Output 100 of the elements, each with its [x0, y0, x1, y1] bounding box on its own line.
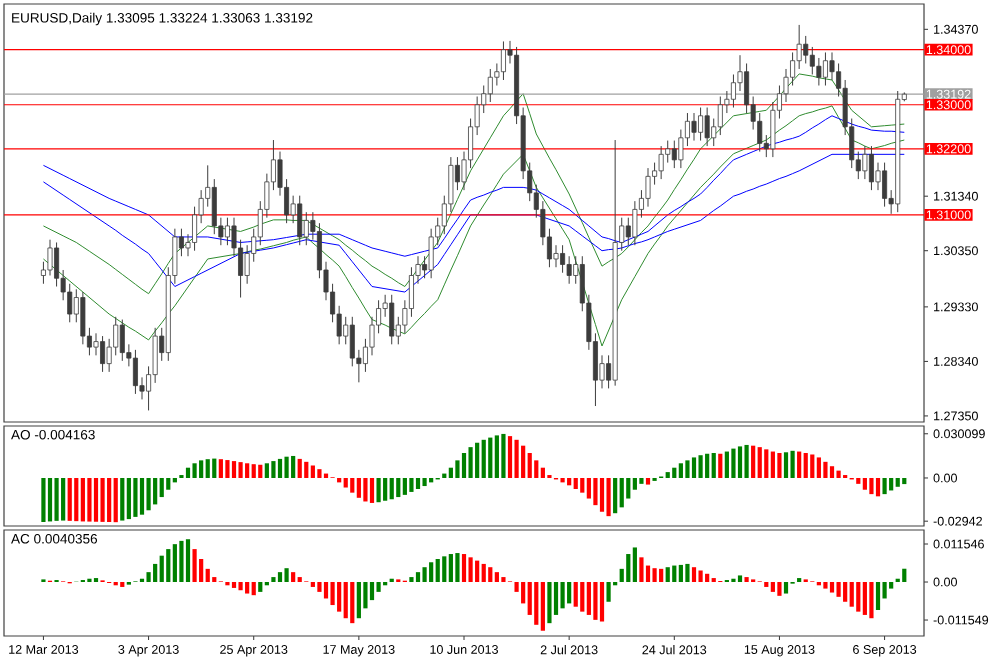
bar — [527, 453, 532, 478]
bar — [599, 477, 605, 512]
bar — [691, 457, 697, 478]
bar — [291, 572, 296, 583]
bar — [212, 458, 217, 478]
bar — [606, 477, 611, 517]
bar — [356, 477, 361, 498]
bar — [902, 477, 907, 485]
bar — [67, 477, 72, 521]
bar — [429, 562, 434, 583]
bar — [586, 582, 591, 615]
bar — [284, 568, 289, 583]
bar — [573, 477, 578, 489]
bar — [317, 469, 322, 478]
candlestick — [132, 349, 138, 395]
bar — [251, 464, 256, 478]
bar — [875, 477, 881, 497]
bar — [718, 453, 723, 478]
bar — [770, 582, 775, 592]
bar — [540, 582, 545, 631]
bar — [166, 549, 171, 583]
bar — [159, 477, 164, 498]
bar — [238, 462, 243, 478]
bar — [126, 477, 131, 520]
bar — [810, 454, 815, 478]
bar — [711, 453, 716, 478]
bar — [829, 582, 835, 593]
bar — [862, 477, 867, 490]
bar — [475, 560, 480, 583]
bar — [350, 582, 355, 624]
bar — [724, 451, 729, 478]
bar — [153, 563, 158, 583]
candlestick — [698, 107, 704, 142]
bar — [494, 572, 499, 583]
bar — [534, 582, 539, 625]
bar — [507, 436, 513, 478]
bar — [238, 582, 243, 591]
bar — [245, 582, 250, 594]
bar — [468, 447, 473, 478]
candlestick — [487, 68, 493, 103]
bar — [652, 568, 657, 583]
bar — [231, 582, 237, 588]
bar — [455, 553, 460, 583]
bar — [350, 477, 355, 493]
bar — [705, 573, 710, 583]
bar — [54, 477, 59, 521]
candlestick — [553, 244, 559, 268]
bar — [606, 582, 611, 602]
bar — [698, 455, 703, 478]
bar — [284, 456, 289, 478]
bar — [277, 572, 283, 583]
bar — [376, 582, 381, 592]
bar — [100, 477, 105, 522]
bar — [376, 477, 381, 503]
bar — [271, 461, 276, 478]
bar — [61, 477, 66, 521]
bar — [626, 477, 631, 499]
bar — [455, 460, 460, 478]
bar — [185, 467, 191, 478]
bar — [639, 557, 644, 583]
bar — [639, 477, 644, 484]
bar — [790, 450, 795, 478]
bar — [212, 577, 217, 583]
bar — [317, 582, 322, 592]
bar — [764, 449, 769, 478]
bar — [389, 477, 394, 500]
bar — [172, 544, 177, 583]
bar — [843, 582, 848, 602]
bar — [849, 582, 854, 607]
bar — [442, 556, 447, 583]
bar — [567, 582, 572, 604]
bar — [744, 444, 749, 478]
bar — [461, 554, 467, 583]
bar — [737, 575, 743, 583]
bar — [258, 464, 263, 478]
bar — [409, 477, 414, 492]
bar — [731, 448, 736, 478]
bar — [691, 567, 697, 583]
bar — [869, 582, 874, 619]
bar — [619, 477, 624, 508]
bar — [475, 442, 480, 478]
bar — [823, 582, 828, 589]
bar — [271, 577, 276, 583]
bar — [396, 477, 401, 498]
bar — [705, 453, 710, 478]
bar — [488, 437, 493, 478]
bar — [580, 477, 585, 493]
bar — [120, 477, 125, 521]
bar — [862, 582, 867, 615]
bar — [481, 439, 486, 478]
candlestick — [625, 217, 631, 246]
candlestick — [658, 145, 664, 180]
bar — [448, 554, 453, 583]
bar — [251, 582, 256, 596]
bar — [356, 582, 361, 619]
bar — [330, 582, 335, 606]
bar — [310, 465, 315, 478]
bar — [783, 582, 789, 594]
bar — [369, 477, 375, 503]
candlestick — [875, 162, 881, 191]
